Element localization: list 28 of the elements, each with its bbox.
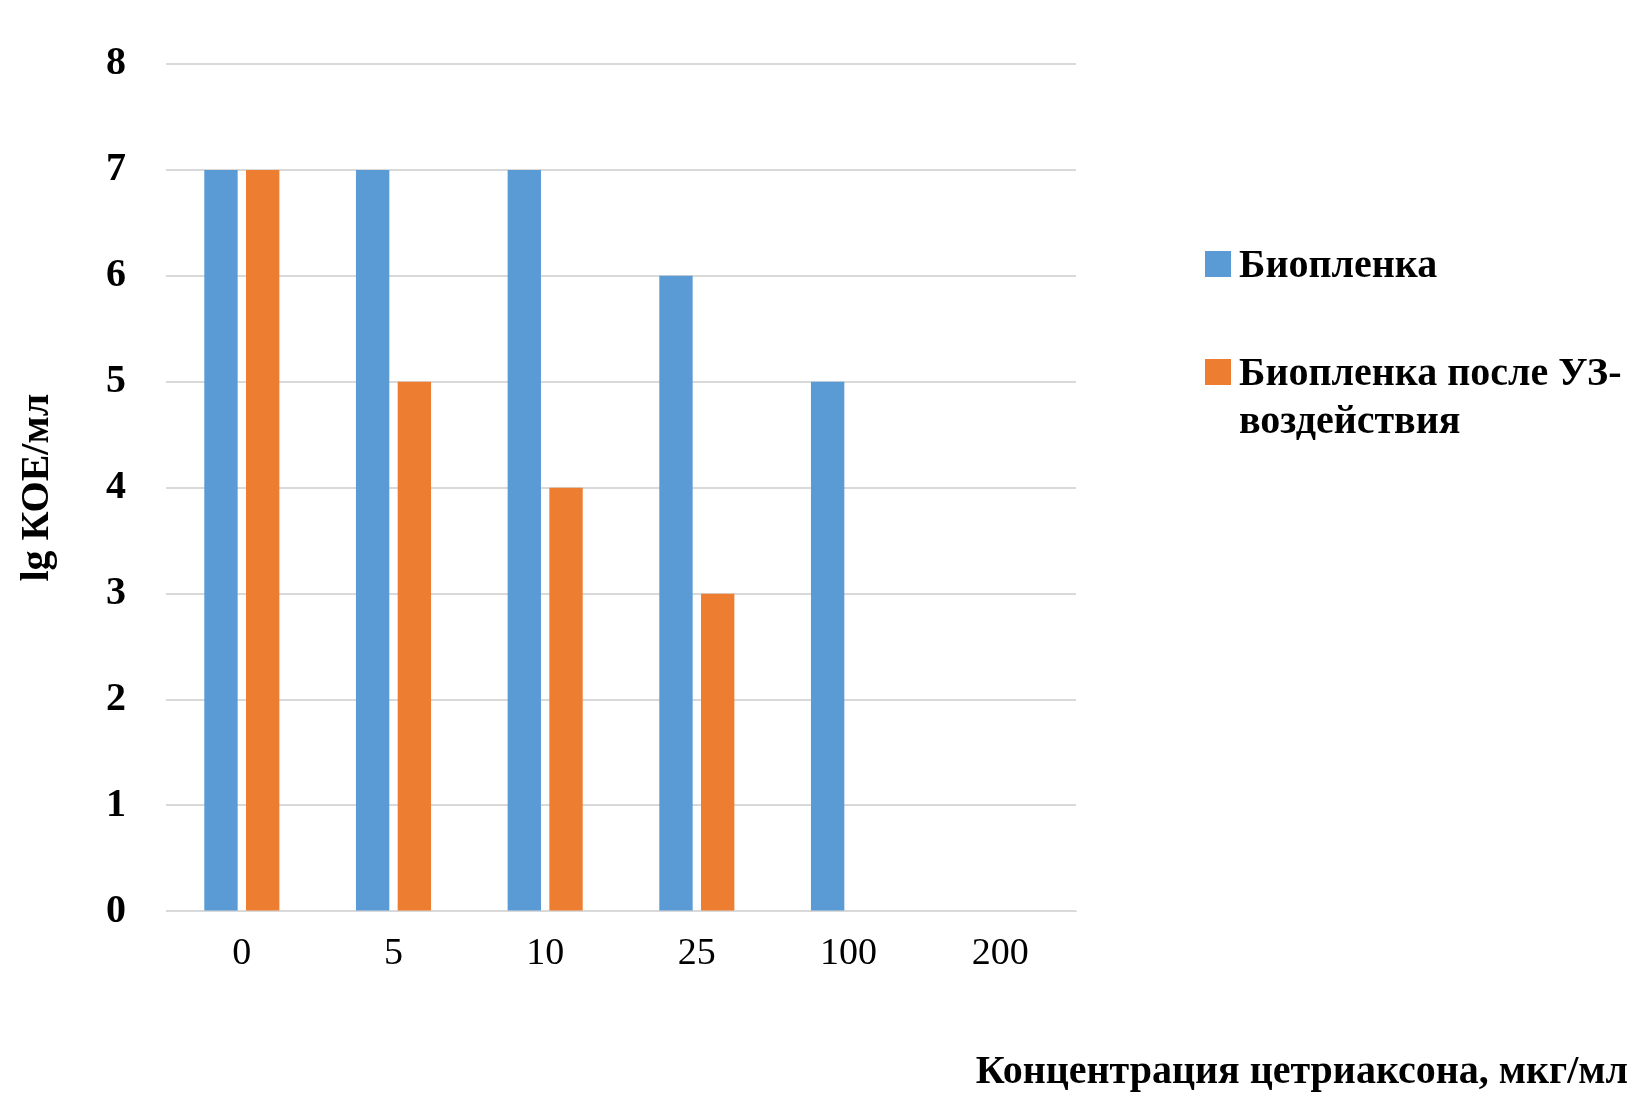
x-tick-label: 0 [232,930,252,973]
x-tick-label: 5 [384,930,403,973]
x-tick-label: 100 [820,930,877,973]
y-tick-label: 2 [106,673,126,719]
y-tick-label: 4 [106,462,126,508]
bar [204,169,238,911]
x-axis-title: Концентрация цетриаксона, мкг/мл [975,1046,1628,1093]
legend-label: Биопленка [1239,240,1438,288]
y-tick-label: 1 [106,779,126,825]
bar [659,275,693,911]
y-axis-title: lg КОЕ/мл [12,393,58,582]
y-tick-label: 0 [106,885,126,931]
y-tick-label: 7 [106,144,126,190]
bar [549,487,583,911]
legend-label: Биопленка после УЗ-воздействия [1239,348,1623,444]
bar [355,169,390,911]
x-tick-label: 200 [971,930,1029,973]
x-tick-label: 10 [526,930,565,973]
bar [810,381,845,911]
bar [701,593,735,911]
y-tick-label: 8 [106,38,126,84]
bar [507,169,541,911]
y-tick-label: 6 [106,250,126,296]
bar [246,169,280,911]
bar [397,381,432,911]
y-tick-label: 5 [106,356,126,402]
y-tick-label: 3 [106,567,126,613]
x-tick-label: 25 [677,930,716,973]
